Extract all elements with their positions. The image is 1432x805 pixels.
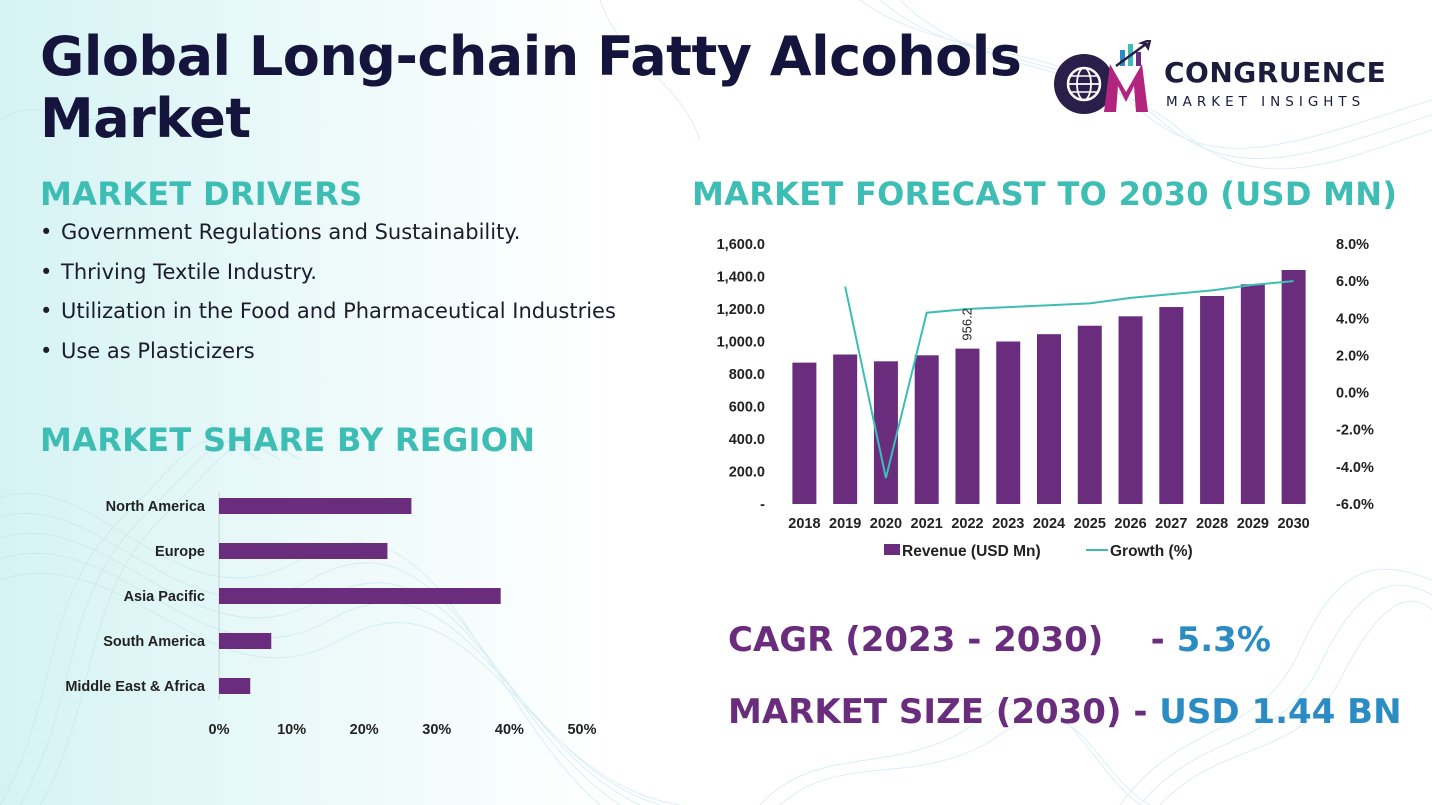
revenue-bar bbox=[996, 341, 1021, 504]
revenue-bar bbox=[1200, 296, 1225, 504]
forecast-left-tick-label: 1,600.0 bbox=[717, 237, 765, 253]
forecast-year-label: 2026 bbox=[1114, 516, 1146, 532]
revenue-bar bbox=[792, 362, 817, 504]
forecast-left-tick-label: 1,000.0 bbox=[717, 335, 765, 351]
logo-name: CONGRUENCE bbox=[1164, 56, 1387, 89]
revenue-bar bbox=[914, 355, 939, 504]
forecast-right-tick-label: 0.0% bbox=[1336, 386, 1369, 402]
market-drivers-list: • Government Regulations and Sustainabili… bbox=[40, 212, 692, 371]
forecast-year-label: 2023 bbox=[992, 516, 1024, 532]
bullet-icon: • bbox=[40, 220, 53, 244]
forecast-right-tick-label: 6.0% bbox=[1336, 274, 1369, 290]
cagr-label: CAGR (2023 - 2030) bbox=[728, 620, 1104, 660]
revenue-bar bbox=[1281, 270, 1306, 504]
driver-item: • Utilization in the Food and Pharmaceuti… bbox=[40, 292, 692, 331]
logo-tagline: MARKET INSIGHTS bbox=[1166, 94, 1366, 110]
share-bar bbox=[219, 633, 272, 649]
revenue-bar bbox=[955, 348, 980, 504]
market-size-value: USD 1.44 BN bbox=[1159, 692, 1402, 732]
legend-growth-label: Growth (%) bbox=[1110, 543, 1193, 560]
company-logo: CONGRUENCE MARKET INSIGHTS bbox=[1046, 37, 1396, 120]
forecast-year-label: 2018 bbox=[788, 516, 820, 532]
forecast-right-tick-label: -6.0% bbox=[1336, 497, 1374, 513]
share-bar bbox=[219, 678, 251, 694]
revenue-bar bbox=[1118, 316, 1143, 504]
cagr-value: 5.3% bbox=[1176, 620, 1271, 660]
forecast-left-tick-label: 1,200.0 bbox=[717, 302, 765, 318]
forecast-right-tick-label: -4.0% bbox=[1336, 460, 1374, 476]
market-size-separator: - bbox=[1121, 692, 1160, 732]
forecast-right-tick-label: -2.0% bbox=[1336, 423, 1374, 439]
forecast-year-label: 2021 bbox=[911, 516, 943, 532]
forecast-left-tick-label: 800.0 bbox=[729, 367, 765, 383]
revenue-bar bbox=[1240, 284, 1265, 504]
forecast-year-label: 2022 bbox=[951, 516, 983, 532]
share-bar bbox=[219, 498, 412, 514]
forecast-right-tick-label: 4.0% bbox=[1336, 311, 1369, 327]
forecast-left-tick-label: 600.0 bbox=[729, 400, 765, 416]
market-forecast-heading: MARKET FORECAST TO 2030 (USD MN) bbox=[692, 175, 1398, 213]
legend-revenue-label: Revenue (USD Mn) bbox=[902, 543, 1041, 560]
bullet-icon: • bbox=[40, 339, 53, 363]
forecast-year-label: 2030 bbox=[1277, 516, 1309, 532]
share-tick-label: 10% bbox=[277, 722, 306, 738]
revenue-data-label: 956.2 bbox=[959, 308, 974, 341]
share-tick-label: 50% bbox=[567, 722, 596, 738]
forecast-year-label: 2019 bbox=[829, 516, 861, 532]
forecast-year-label: 2025 bbox=[1074, 516, 1106, 532]
revenue-bar bbox=[1159, 307, 1184, 504]
share-category-label: South America bbox=[103, 634, 206, 650]
driver-text: Thriving Textile Industry. bbox=[61, 260, 317, 284]
forecast-left-tick-label: 1,400.0 bbox=[717, 270, 765, 286]
bullet-icon: • bbox=[40, 260, 53, 284]
forecast-year-label: 2024 bbox=[1033, 516, 1065, 532]
share-bar bbox=[219, 588, 501, 604]
market-drivers-heading: MARKET DRIVERS bbox=[40, 175, 363, 213]
bullet-icon: • bbox=[40, 299, 53, 323]
share-bar bbox=[219, 543, 388, 559]
market-forecast-chart: - 200.0 400.0 600.0 800.0 1,000.0 1,200.0 1,400… bbox=[717, 237, 1374, 560]
forecast-year-label: 2027 bbox=[1155, 516, 1187, 532]
share-category-label: Europe bbox=[155, 544, 205, 560]
logo-mark-icon bbox=[1054, 37, 1152, 114]
revenue-bar bbox=[1037, 334, 1061, 504]
share-tick-label: 20% bbox=[350, 722, 379, 738]
market-size-kpi: MARKET SIZE (2030) - USD 1.44 BN bbox=[728, 692, 1402, 732]
forecast-left-tick-label: - bbox=[760, 497, 765, 513]
share-category-label: Asia Pacific bbox=[124, 589, 205, 605]
cagr-separator: - bbox=[1103, 620, 1177, 660]
forecast-year-label: 2020 bbox=[870, 516, 902, 532]
share-tick-label: 40% bbox=[495, 722, 524, 738]
forecast-left-tick-label: 200.0 bbox=[729, 465, 765, 481]
forecast-left-tick-label: 400.0 bbox=[729, 432, 765, 448]
driver-item: • Thriving Textile Industry. bbox=[40, 252, 692, 292]
forecast-year-label: 2029 bbox=[1237, 516, 1269, 532]
forecast-right-tick-label: 8.0% bbox=[1336, 237, 1369, 253]
page-title: Global Long-chain Fatty Alcohols Market bbox=[40, 25, 1022, 150]
share-category-label: North America bbox=[106, 499, 206, 515]
driver-item: • Government Regulations and Sustainabili… bbox=[40, 212, 692, 252]
cagr-kpi: CAGR (2023 - 2030) - 5.3% bbox=[728, 620, 1271, 660]
market-share-chart: North America Europe Asia Pacific South Ame… bbox=[65, 492, 597, 738]
driver-text: Use as Plasticizers bbox=[61, 339, 255, 363]
driver-item: • Use as Plasticizers bbox=[40, 331, 692, 371]
legend-revenue-swatch bbox=[884, 544, 900, 555]
share-tick-label: 0% bbox=[209, 722, 230, 738]
revenue-bar bbox=[1077, 325, 1102, 504]
share-tick-label: 30% bbox=[422, 722, 451, 738]
driver-text: Government Regulations and Sustainabilit… bbox=[61, 220, 521, 244]
market-share-heading: MARKET SHARE BY REGION bbox=[40, 421, 536, 459]
driver-text: Utilization in the Food and Pharmaceutic… bbox=[61, 299, 616, 323]
forecast-year-label: 2028 bbox=[1196, 516, 1228, 532]
revenue-bar bbox=[833, 354, 858, 504]
market-size-label: MARKET SIZE (2030) bbox=[728, 692, 1122, 732]
forecast-right-tick-label: 2.0% bbox=[1336, 348, 1369, 364]
share-category-label: Middle East & Africa bbox=[65, 679, 206, 695]
growth-line bbox=[844, 280, 1294, 479]
revenue-bar bbox=[873, 361, 898, 504]
